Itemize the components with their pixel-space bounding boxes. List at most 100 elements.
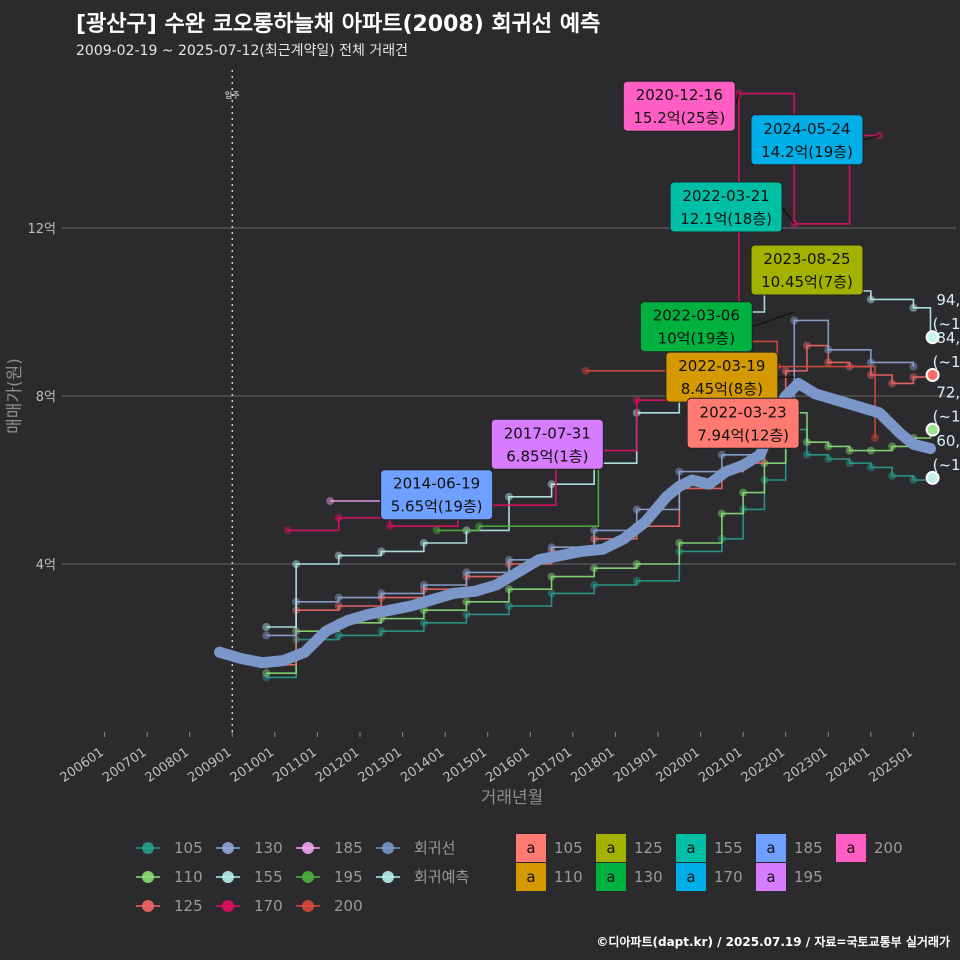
x-tick-label: 202401 xyxy=(824,745,873,786)
annotation-box xyxy=(686,397,800,449)
legend-box-glyph: a xyxy=(686,868,695,886)
series-point-130 xyxy=(632,505,641,514)
series-point-125 xyxy=(781,366,790,375)
legend-point-icon xyxy=(302,842,314,854)
series-point-130 xyxy=(377,589,386,598)
annotation-date: 2022-03-06 xyxy=(653,307,740,325)
series-point-105 xyxy=(262,673,271,682)
x-tick-label: 201501 xyxy=(441,745,490,786)
x-tick-label: 202201 xyxy=(739,745,788,786)
series-line-110 xyxy=(266,412,932,674)
annotation-value: 6.85억(1층) xyxy=(506,447,588,465)
legend-box-swatch xyxy=(836,834,866,862)
legend-box-swatch xyxy=(516,834,546,862)
y-tick-label: 12억 xyxy=(27,222,56,237)
x-tick-label: 201701 xyxy=(526,745,575,786)
legend-point-icon xyxy=(142,900,154,912)
series-point-170 xyxy=(385,522,394,531)
legend-point-label: 200 xyxy=(334,897,363,915)
series-point-105 xyxy=(334,631,343,640)
series-line-195 xyxy=(436,444,600,532)
legend-point-label: 110 xyxy=(174,868,203,886)
forecast-point xyxy=(925,368,940,382)
series-point-155 xyxy=(334,551,343,560)
series-point-110 xyxy=(845,446,854,455)
annotation-date: 2022-03-19 xyxy=(678,357,765,375)
series-point-130 xyxy=(824,345,833,354)
legend-box-swatch xyxy=(756,834,786,862)
x-tick-label: 201901 xyxy=(611,745,660,786)
x-tick-label: 200801 xyxy=(143,745,192,786)
legend-box-glyph: a xyxy=(526,839,535,857)
series-point-110 xyxy=(262,669,271,678)
x-tick-label: 201201 xyxy=(313,745,362,786)
legend-box-glyph: a xyxy=(846,839,855,857)
series-point-130 xyxy=(909,362,918,371)
legend-point-icon xyxy=(222,900,234,912)
legend-box-label: 125 xyxy=(634,839,663,857)
chart-subtitle: 2009-02-19 ~ 2025-07-12(최근계약일) 전체 거래건 xyxy=(76,43,408,59)
legend-box-swatch xyxy=(596,863,626,891)
legend-box-glyph: a xyxy=(526,868,535,886)
legend-point-label: 125 xyxy=(174,897,203,915)
x-tick-label: 201101 xyxy=(270,745,319,786)
legend-point-label: 회귀선 xyxy=(414,839,455,857)
x-tick-label: 200601 xyxy=(58,745,107,786)
annotation-box xyxy=(380,469,494,521)
legend-box-swatch xyxy=(676,834,706,862)
x-axis-title: 거래년월 xyxy=(481,788,544,808)
legend-point-icon xyxy=(142,871,154,883)
series-point-105 xyxy=(505,602,513,610)
series-point-105 xyxy=(419,618,428,627)
series-point-185 xyxy=(326,497,335,505)
legend-point-label: 155 xyxy=(254,868,283,886)
legend-point-icon xyxy=(302,900,314,912)
legend-box-label: 200 xyxy=(874,839,903,857)
series-point-130 xyxy=(505,555,513,564)
legend-box-swatch xyxy=(516,863,546,891)
series-point-155 xyxy=(419,539,428,547)
series-point-105 xyxy=(590,581,599,589)
series-point-130 xyxy=(717,450,726,459)
legend-box-label: 170 xyxy=(714,868,743,886)
series-point-110 xyxy=(803,438,811,447)
legend-point-icon xyxy=(382,842,394,854)
annotation-value: 12.1억(18층) xyxy=(680,210,772,228)
forecast-size-label: (~110㎡) xyxy=(933,408,960,426)
annotation-date: 2014-06-19 xyxy=(393,475,480,493)
series-point-200 xyxy=(581,366,590,375)
forecast-point xyxy=(925,330,940,345)
series-point-170 xyxy=(283,526,292,535)
x-tick-label: 202101 xyxy=(696,745,745,786)
legend-point-label: 105 xyxy=(174,839,203,857)
forecast-point xyxy=(925,470,940,485)
annotation-leader xyxy=(862,135,880,141)
legend-box-glyph: a xyxy=(606,839,615,857)
legend-point-label: 회귀예측 xyxy=(414,868,469,886)
forecast-price-label: 72,000 xyxy=(936,384,960,402)
legend-box-label: 105 xyxy=(554,839,583,857)
forecast-price-label: 94,000 xyxy=(936,291,960,309)
annotation-leader xyxy=(752,311,795,328)
series-point-155 xyxy=(262,623,271,631)
forecast-price-label: 60,480 xyxy=(936,432,960,450)
series-point-195 xyxy=(475,522,484,531)
annotation-value: 8.45억(8층) xyxy=(681,380,763,398)
forecast-price-label: 84,875 xyxy=(936,329,960,347)
annotation-date: 2022-03-21 xyxy=(683,187,770,205)
series-point-110 xyxy=(717,509,726,518)
series-point-155 xyxy=(292,560,301,568)
x-tick-label: 200901 xyxy=(185,745,234,786)
series-point-105 xyxy=(866,463,875,472)
series-point-105 xyxy=(803,450,811,459)
legend-box-label: 130 xyxy=(634,868,663,886)
x-tick-label: 202501 xyxy=(866,745,915,786)
forecast-point xyxy=(925,422,940,437)
annotation-value: 5.65억(19층) xyxy=(391,498,483,516)
series-point-110 xyxy=(632,560,641,568)
annotation-value: 10억(19층) xyxy=(658,330,735,348)
series-point-130 xyxy=(462,568,471,577)
x-tick-label: 201001 xyxy=(228,745,277,786)
annotation-box xyxy=(622,80,736,132)
series-point-110 xyxy=(590,564,599,573)
